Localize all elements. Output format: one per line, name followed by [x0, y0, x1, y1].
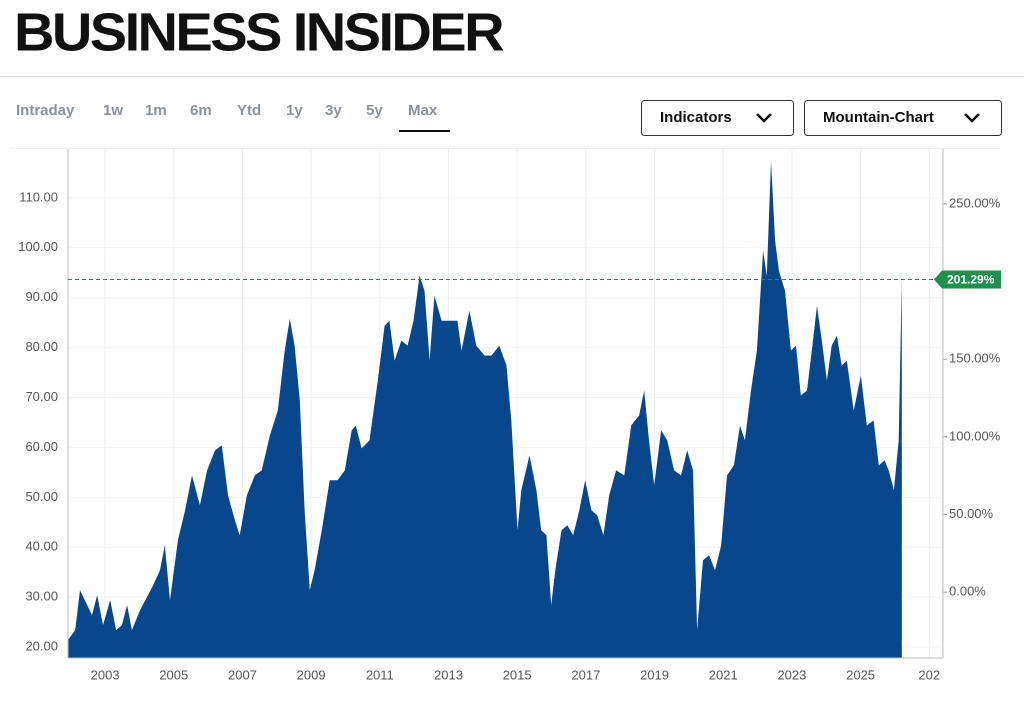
logo: BUSINESS INSIDER [14, 2, 504, 62]
button-label[interactable]: Mountain-Chart [823, 109, 934, 126]
y-tick-label: 70.00 [25, 389, 58, 404]
x-tick-label: 2011 [366, 667, 394, 682]
tab[interactable]: 5y [366, 102, 383, 119]
tab[interactable]: 1m [145, 102, 167, 119]
x-tick-label: 2017 [571, 667, 600, 682]
y-tick-label: 40.00 [25, 539, 58, 554]
current-label: 201.29% [947, 273, 995, 287]
x-tick-label: 2025 [846, 667, 875, 682]
chevron[interactable] [964, 113, 980, 123]
mountain-area [68, 161, 902, 658]
tab[interactable]: 1y [286, 102, 303, 119]
y-tick-label: 100.00 [18, 239, 58, 254]
x-tick-label: 202 [918, 667, 940, 682]
indicators-button[interactable]: Indicators [641, 100, 794, 136]
x-tick-label: 2005 [159, 667, 188, 682]
tab[interactable]: 6m [190, 102, 212, 119]
chart: 2003 2005 2007 2009 2011 2013 2015 2017 2019 2021… [18, 149, 1001, 682]
x-tick-label: 2013 [434, 667, 463, 682]
chevron[interactable] [756, 113, 772, 123]
y2-tick-label: 150.00% [949, 351, 1001, 366]
y-tick-label: 50.00 [25, 489, 58, 504]
tab[interactable]: Intraday [16, 102, 75, 119]
x-tick-label: 2021 [709, 667, 738, 682]
y-tick-label: 80.00 [25, 339, 58, 354]
x-tick-label: 2007 [228, 667, 257, 682]
tab[interactable]: 3y [325, 102, 342, 119]
y-tick-label: 110.00 [19, 189, 58, 204]
x-tick-label: 2003 [91, 667, 120, 682]
x-tick-label: 2019 [640, 667, 669, 682]
y2-tick-label: 0.00% [949, 584, 986, 599]
current-badge [934, 270, 1001, 289]
tab-bar: Intraday 1w 1m 6m Ytd 1y 3y 5y Max [16, 102, 451, 132]
x-tick-label: 2023 [777, 667, 806, 682]
button-label[interactable]: Indicators [660, 109, 732, 126]
y-tick-label: 60.00 [25, 439, 58, 454]
tab[interactable]: Ytd [237, 102, 261, 119]
x-tick-label: 2009 [297, 667, 326, 682]
tab[interactable]: Max [408, 102, 438, 119]
button-frame[interactable] [804, 100, 1002, 136]
y2-tick-label: 50.00% [949, 506, 994, 521]
x-tick-label: 2015 [503, 667, 532, 682]
y-tick-label: 20.00 [25, 638, 58, 653]
chart-type-button[interactable]: Mountain-Chart [804, 100, 1002, 136]
y-tick-label: 90.00 [25, 289, 58, 304]
tab[interactable]: 1w [103, 102, 123, 119]
y2-tick-label: 250.00% [949, 195, 1001, 210]
button-frame[interactable] [641, 100, 794, 136]
y2-tick-label: 100.00% [949, 428, 1001, 443]
y-tick-label: 30.00 [25, 589, 58, 604]
